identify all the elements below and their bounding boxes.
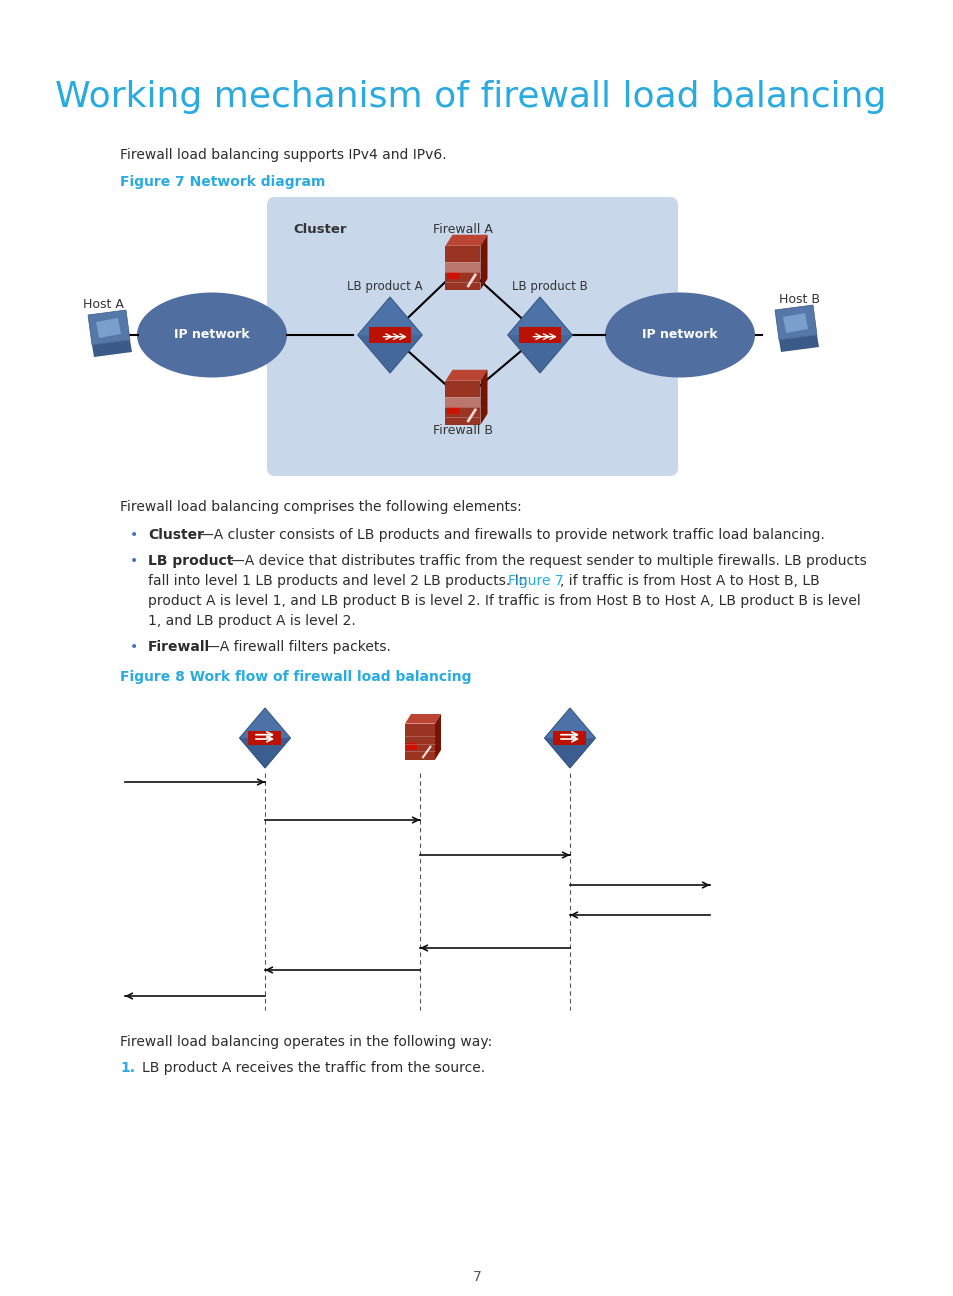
Text: Firewall A: Firewall A	[433, 223, 493, 236]
Polygon shape	[405, 714, 440, 723]
Polygon shape	[553, 731, 586, 745]
Text: —A firewall filters packets.: —A firewall filters packets.	[206, 640, 391, 654]
Polygon shape	[239, 708, 291, 769]
Text: •: •	[130, 640, 138, 654]
Polygon shape	[406, 743, 416, 750]
Text: —A cluster consists of LB products and firewalls to provide network traffic load: —A cluster consists of LB products and f…	[200, 527, 824, 542]
Polygon shape	[518, 327, 560, 343]
Polygon shape	[447, 272, 459, 279]
Polygon shape	[779, 334, 818, 353]
Polygon shape	[445, 246, 480, 290]
Polygon shape	[447, 407, 459, 413]
FancyBboxPatch shape	[267, 197, 678, 476]
Text: Cluster: Cluster	[293, 223, 346, 236]
Text: •: •	[130, 527, 138, 542]
Polygon shape	[782, 314, 807, 333]
Text: Working mechanism of firewall load balancing: Working mechanism of firewall load balan…	[55, 80, 885, 114]
Polygon shape	[369, 327, 411, 343]
Text: IP network: IP network	[641, 328, 717, 342]
Polygon shape	[544, 708, 595, 769]
Text: 1.: 1.	[120, 1061, 135, 1074]
Text: Figure 8 Work flow of firewall load balancing: Figure 8 Work flow of firewall load bala…	[120, 670, 471, 684]
Text: Cluster: Cluster	[148, 527, 204, 542]
Ellipse shape	[604, 293, 754, 377]
Polygon shape	[96, 318, 121, 338]
Polygon shape	[445, 381, 480, 425]
Polygon shape	[91, 340, 132, 356]
Text: Host A: Host A	[83, 298, 123, 311]
Text: fall into level 1 LB products and level 2 LB products. In: fall into level 1 LB products and level …	[148, 574, 531, 588]
Text: 7: 7	[472, 1270, 481, 1284]
Polygon shape	[88, 310, 130, 345]
Polygon shape	[357, 297, 422, 373]
Text: •: •	[130, 553, 138, 568]
Polygon shape	[445, 262, 480, 272]
Text: IP network: IP network	[174, 328, 250, 342]
Text: Firewall load balancing comprises the following elements:: Firewall load balancing comprises the fo…	[120, 500, 521, 515]
Text: , if traffic is from Host A to Host B, LB: , if traffic is from Host A to Host B, L…	[559, 574, 819, 588]
Text: Firewall: Firewall	[148, 640, 210, 654]
Text: Figure 7 Network diagram: Figure 7 Network diagram	[120, 175, 325, 189]
Text: LB product B: LB product B	[512, 280, 587, 293]
Text: LB product: LB product	[148, 553, 233, 568]
Polygon shape	[480, 235, 487, 290]
Text: —A device that distributes traffic from the request sender to multiple firewalls: —A device that distributes traffic from …	[231, 553, 866, 568]
Polygon shape	[544, 737, 595, 769]
Polygon shape	[239, 737, 291, 769]
Polygon shape	[248, 731, 281, 745]
Text: LB product A: LB product A	[347, 280, 422, 293]
Polygon shape	[480, 369, 487, 425]
Text: Firewall load balancing operates in the following way:: Firewall load balancing operates in the …	[120, 1036, 492, 1048]
Text: Figure 7: Figure 7	[507, 574, 563, 588]
Text: Host B: Host B	[779, 293, 820, 306]
Text: product A is level 1, and LB product B is level 2. If traffic is from Host B to : product A is level 1, and LB product B i…	[148, 594, 860, 608]
Polygon shape	[357, 334, 422, 373]
Ellipse shape	[137, 293, 287, 377]
Polygon shape	[507, 334, 572, 373]
Text: Firewall B: Firewall B	[433, 424, 493, 437]
Polygon shape	[445, 369, 487, 381]
Text: 1, and LB product A is level 2.: 1, and LB product A is level 2.	[148, 614, 355, 629]
Polygon shape	[445, 398, 480, 407]
Polygon shape	[435, 714, 440, 759]
Polygon shape	[774, 305, 816, 340]
Polygon shape	[445, 235, 487, 246]
Text: Firewall load balancing supports IPv4 and IPv6.: Firewall load balancing supports IPv4 an…	[120, 148, 446, 162]
Text: LB product A receives the traffic from the source.: LB product A receives the traffic from t…	[142, 1061, 485, 1074]
Polygon shape	[405, 723, 435, 759]
Polygon shape	[507, 297, 572, 373]
